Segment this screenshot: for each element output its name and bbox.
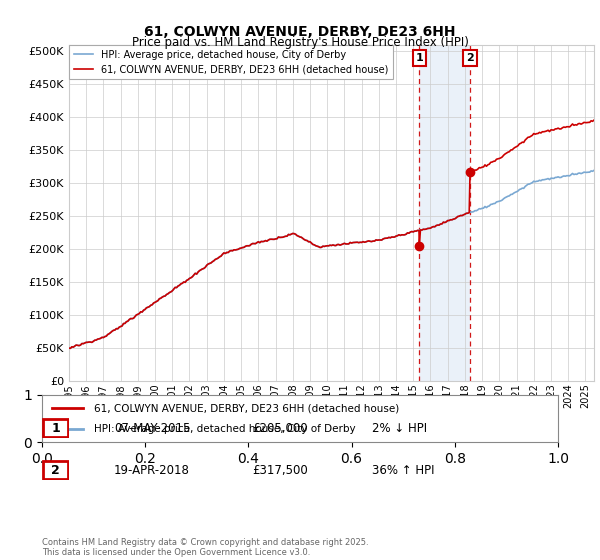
61, COLWYN AVENUE, DERBY, DE23 6HH (detached house) xyxy=(298,234,305,241)
Text: 61, COLWYN AVENUE, DERBY, DE23 6HH: 61, COLWYN AVENUE, DERBY, DE23 6HH xyxy=(144,25,456,39)
61, COLWYN AVENUE, DERBY, DE23 6HH (detached house) xyxy=(466,168,473,175)
Text: £205,000: £205,000 xyxy=(252,422,308,435)
61, COLWYN AVENUE, DERBY, DE23 6HH (detached house) xyxy=(97,335,104,342)
HPI: Average price, detached house, City of Derby: (2e+03, 1.86e+05): Average price, detached house, City of D… xyxy=(215,255,222,262)
61, COLWYN AVENUE, DERBY, DE23 6HH (detached house) xyxy=(65,345,73,352)
Text: 2: 2 xyxy=(51,464,60,477)
Text: HPI: Average price, detached house, City of Derby: HPI: Average price, detached house, City… xyxy=(94,424,355,434)
HPI: Average price, detached house, City of Derby: (2e+03, 4.92e+04): Average price, detached house, City of D… xyxy=(67,345,74,352)
HPI: Average price, detached house, City of Derby: (2e+03, 6.37e+04): Average price, detached house, City of D… xyxy=(95,335,103,342)
HPI: Average price, detached house, City of Derby: (2e+03, 4.97e+04): Average price, detached house, City of D… xyxy=(65,345,73,352)
61, COLWYN AVENUE, DERBY, DE23 6HH (detached house) xyxy=(179,280,186,287)
FancyBboxPatch shape xyxy=(43,461,68,479)
61, COLWYN AVENUE, DERBY, DE23 6HH (detached house) xyxy=(67,345,74,352)
Text: 1: 1 xyxy=(415,53,423,63)
HPI: Average price, detached house, City of Derby: (2.02e+03, 2.29e+05): Average price, detached house, City of D… xyxy=(418,227,425,234)
FancyBboxPatch shape xyxy=(43,419,68,437)
Bar xyxy=(419,45,470,381)
Legend: HPI: Average price, detached house, City of Derby, 61, COLWYN AVENUE, DERBY, DE2: HPI: Average price, detached house, City… xyxy=(69,45,394,80)
Text: 07-MAY-2015: 07-MAY-2015 xyxy=(114,422,190,435)
Text: 2% ↓ HPI: 2% ↓ HPI xyxy=(372,422,427,435)
Text: 36% ↑ HPI: 36% ↑ HPI xyxy=(372,464,434,477)
Text: Contains HM Land Registry data © Crown copyright and database right 2025.
This d: Contains HM Land Registry data © Crown c… xyxy=(42,538,368,557)
Text: 1: 1 xyxy=(51,422,60,435)
Text: £317,500: £317,500 xyxy=(252,464,308,477)
61, COLWYN AVENUE, DERBY, DE23 6HH (detached house) xyxy=(418,227,425,234)
Text: Price paid vs. HM Land Registry's House Price Index (HPI): Price paid vs. HM Land Registry's House … xyxy=(131,36,469,49)
Text: 2: 2 xyxy=(466,53,474,63)
Line: 61, COLWYN AVENUE, DERBY, DE23 6HH (detached house): 61, COLWYN AVENUE, DERBY, DE23 6HH (deta… xyxy=(69,171,470,348)
61, COLWYN AVENUE, DERBY, DE23 6HH (detached house) xyxy=(345,241,352,248)
Text: 19-APR-2018: 19-APR-2018 xyxy=(114,464,190,477)
Line: HPI: Average price, detached house, City of Derby: HPI: Average price, detached house, City… xyxy=(69,170,595,348)
Text: 61, COLWYN AVENUE, DERBY, DE23 6HH (detached house): 61, COLWYN AVENUE, DERBY, DE23 6HH (deta… xyxy=(94,403,399,413)
HPI: Average price, detached house, City of Derby: (2e+03, 1.11e+05): Average price, detached house, City of D… xyxy=(143,305,150,311)
HPI: Average price, detached house, City of Derby: (2.03e+03, 3.2e+05): Average price, detached house, City of D… xyxy=(592,167,599,174)
HPI: Average price, detached house, City of Derby: (2e+03, 7.15e+04): Average price, detached house, City of D… xyxy=(106,330,113,337)
HPI: Average price, detached house, City of Derby: (2.02e+03, 2.72e+05): Average price, detached house, City of D… xyxy=(494,198,502,205)
61, COLWYN AVENUE, DERBY, DE23 6HH (detached house) xyxy=(158,294,166,301)
